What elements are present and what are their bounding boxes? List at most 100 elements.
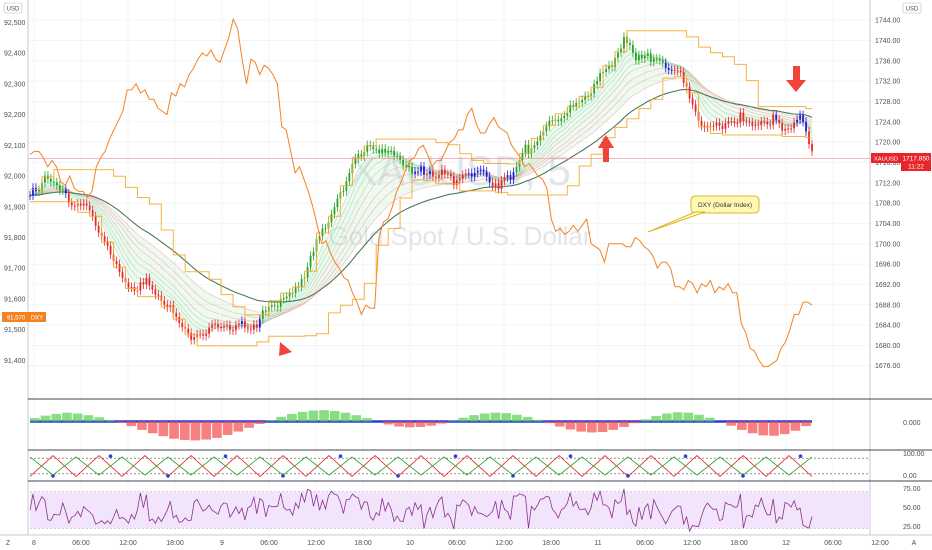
candle-body [405, 165, 407, 167]
candle-body [694, 104, 697, 112]
dxy-line-series [29, 17, 813, 368]
candle-body [306, 267, 309, 278]
left-axis-tick: 92,400 [4, 51, 26, 58]
time-axis-label: 06:00 [72, 540, 90, 547]
candle-body [691, 98, 694, 105]
macd-bar [726, 421, 736, 426]
time-axis-label: 11 [594, 540, 601, 547]
stoch-signal-dot [511, 474, 515, 478]
stoch-d-line [29, 456, 813, 476]
candle-body [181, 323, 184, 328]
candle-body [70, 202, 73, 206]
macd-bar [544, 421, 554, 424]
candle-body [715, 122, 718, 126]
candle-body [190, 333, 193, 340]
left-axis-tick: 92,000 [4, 174, 26, 181]
candle-body [208, 327, 210, 334]
candle-body [500, 180, 503, 189]
candle-body [223, 326, 225, 328]
candle-body [417, 171, 419, 173]
arrow-down-top-right [786, 66, 806, 92]
macd-bar [565, 421, 576, 430]
candle-body [249, 328, 252, 330]
time-axis-label: 12:00 [307, 540, 325, 547]
macd-bar [351, 415, 362, 422]
dxy-callout-text: DXY (Dollar Index) [698, 202, 752, 209]
macd-bar [383, 421, 394, 425]
left-axis-dxy: 92,500 92,400 92,300 92,200 92,100 92,000 91,9… [4, 20, 26, 365]
candle-body [238, 324, 240, 326]
candle-body [276, 305, 279, 307]
macd-bar [522, 416, 533, 422]
right-axis-tick: 1704.00 [875, 221, 900, 228]
candle-body [605, 68, 607, 72]
candle-body [378, 149, 381, 154]
currency-badge-left[interactable]: USD [3, 2, 23, 14]
candle-body [772, 114, 775, 125]
time-axis-label: 12:00 [495, 540, 513, 547]
macd-bar [629, 421, 640, 424]
macd-bar [469, 415, 479, 422]
candle-body [524, 144, 527, 153]
macd-bar [651, 416, 661, 422]
macd-bar [683, 412, 694, 422]
macd-bar [212, 421, 222, 438]
macd-bar [394, 421, 404, 427]
time-axis-label: 06:00 [636, 540, 654, 547]
macd-bar [501, 413, 511, 422]
macd-tick-zero: 0.000 [903, 420, 921, 427]
candle-body [739, 112, 742, 123]
right-axis-tick: 1716.00 [875, 160, 900, 167]
stoch-signal-dot [281, 474, 285, 478]
time-axis-label: 12:00 [871, 540, 889, 547]
candle-body [64, 189, 67, 194]
candle-body [733, 121, 736, 123]
candle-body [479, 170, 482, 172]
macd-bar [769, 421, 779, 436]
macd-bar [490, 412, 501, 422]
candle-body [232, 330, 234, 332]
rsi-line [29, 488, 813, 533]
macd-histogram [30, 410, 812, 441]
candle-body [426, 174, 428, 176]
candle-body [324, 228, 327, 230]
time-axis-label: 12 [782, 540, 790, 547]
candle-body [724, 123, 727, 129]
candle-body [151, 285, 154, 290]
candle-body [199, 334, 202, 336]
candle-body [211, 324, 213, 328]
currency-badge-right[interactable]: USD [902, 2, 922, 14]
candle-body [742, 112, 745, 122]
candle-body [202, 334, 205, 336]
time-axis-label: 12:00 [119, 540, 137, 547]
corner-right[interactable]: A [912, 540, 917, 547]
candle-body [560, 118, 563, 122]
stoch-tick-100: 100.00 [903, 451, 925, 458]
candle-body [548, 120, 551, 127]
candle-body [461, 175, 464, 179]
macd-bar [790, 421, 801, 431]
candle-body [640, 55, 643, 59]
candle-body [402, 159, 404, 166]
macd-bar [415, 421, 426, 427]
right-axis-tick: 1688.00 [875, 302, 900, 309]
rsi-tick-25: 25.00 [903, 524, 921, 531]
candle-body [652, 58, 655, 62]
left-axis-tick: 91,900 [4, 204, 26, 211]
corner-left[interactable]: Z [6, 540, 11, 547]
candle-body [244, 321, 246, 328]
left-axis-tick: 92,100 [4, 143, 26, 150]
candle-body [488, 176, 491, 183]
envelope-lower [30, 76, 812, 347]
candle-body [643, 55, 646, 59]
candle-body [300, 278, 303, 287]
candle-body [661, 60, 664, 63]
candle-body [796, 119, 798, 123]
candle-body [682, 72, 685, 83]
candle-body [727, 121, 730, 124]
candle-body [563, 115, 566, 119]
candle-body [757, 124, 760, 126]
candle-body [452, 176, 455, 185]
candle-body [429, 171, 431, 175]
candle-body [390, 150, 393, 152]
